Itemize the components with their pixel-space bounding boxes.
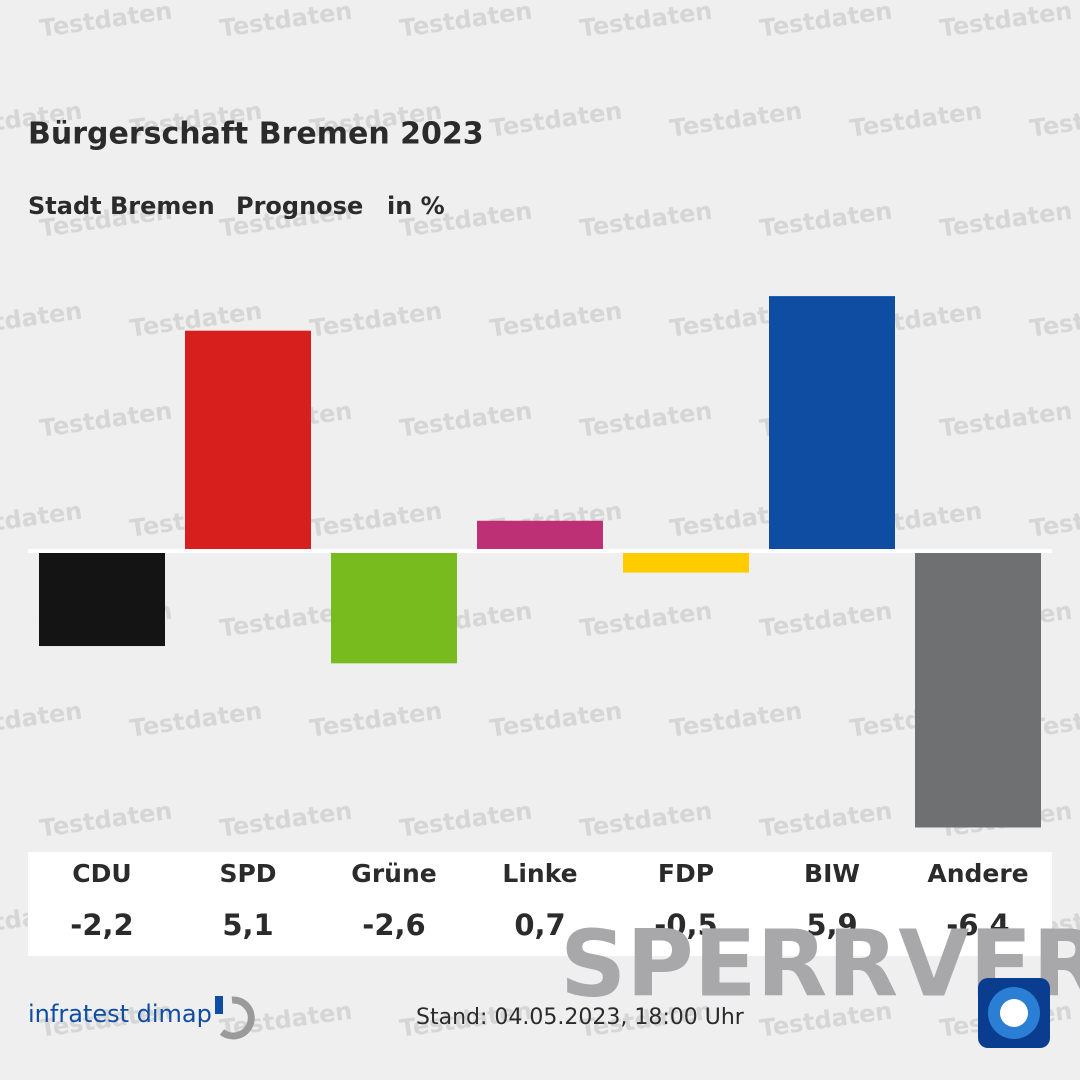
subtitle: Prognose <box>236 192 363 220</box>
watermark: Testdaten <box>308 497 444 543</box>
subtitle: in % <box>387 192 445 220</box>
watermark: Testdaten <box>128 697 264 743</box>
watermark: Testdaten <box>488 297 624 343</box>
watermark: Testdaten <box>308 297 444 343</box>
watermark: Testdaten <box>0 297 84 343</box>
watermark: Testdaten <box>578 197 714 243</box>
watermark: Testdaten <box>398 797 534 843</box>
watermark: Testdaten <box>758 0 894 43</box>
watermark: Testdaten <box>848 97 984 143</box>
watermark: Testdaten <box>38 797 174 843</box>
bar <box>769 296 895 551</box>
label-panel <box>28 852 1052 956</box>
value-label: -2,6 <box>362 908 425 942</box>
watermark: Testdaten <box>938 197 1074 243</box>
watermark: Testdaten <box>758 797 894 843</box>
watermark: Testdaten <box>578 797 714 843</box>
value-label: -2,2 <box>70 908 133 942</box>
category-label: BIW <box>804 859 860 888</box>
bar <box>185 330 311 551</box>
watermark: Testdaten <box>1028 497 1080 543</box>
watermark: Testdaten <box>758 197 894 243</box>
watermark: Testdaten <box>218 797 354 843</box>
watermark: Testdaten <box>758 597 894 643</box>
watermark: Testdaten <box>668 697 804 743</box>
watermark: Testdaten <box>488 697 624 743</box>
watermark: Testdaten <box>668 97 804 143</box>
watermark: Testdaten <box>938 397 1074 443</box>
watermark: Testdaten <box>578 0 714 43</box>
category-label: FDP <box>658 859 714 888</box>
watermark: Testdaten <box>398 397 534 443</box>
bar <box>331 551 457 664</box>
bar <box>39 551 165 647</box>
value-label: 5,1 <box>222 908 273 942</box>
timestamp: Stand: 04.05.2023, 18:00 Uhr <box>416 1005 745 1030</box>
source-logo <box>215 996 255 1040</box>
watermark: Testdaten <box>1028 97 1080 143</box>
value-label: 0,7 <box>514 908 565 942</box>
value-label: -0,5 <box>654 908 717 942</box>
watermark: Testdaten <box>578 597 714 643</box>
bar <box>623 551 749 573</box>
bar <box>477 520 603 551</box>
category-label: Andere <box>927 859 1028 888</box>
watermark: Testdaten <box>218 0 354 43</box>
category-label: Grüne <box>351 859 436 888</box>
watermark: Testdaten <box>488 97 624 143</box>
watermark: Testdaten <box>38 397 174 443</box>
bars <box>28 296 1052 828</box>
watermark: Testdaten <box>38 0 174 43</box>
category-label: Linke <box>502 859 577 888</box>
watermark: Testdaten <box>308 697 444 743</box>
watermark: Testdaten <box>398 0 534 43</box>
bar <box>915 551 1041 828</box>
watermark: Testdaten <box>1028 297 1080 343</box>
value-label: 5,9 <box>806 908 857 942</box>
watermark: Testdaten <box>938 0 1074 43</box>
watermark: Testdaten <box>0 497 84 543</box>
category-label: CDU <box>72 859 131 888</box>
chart-title: Bürgerschaft Bremen 2023 <box>28 117 484 152</box>
broadcaster-logo <box>978 978 1050 1048</box>
watermark: Testdaten <box>578 397 714 443</box>
category-label: SPD <box>219 859 276 888</box>
watermark: Testdaten <box>0 697 84 743</box>
labels: CDU -2,2 SPD 5,1 Grüne -2,6 Linke 0,7 FDP -0,5 BIW… <box>70 859 1028 942</box>
value-label: -6,4 <box>946 908 1009 942</box>
source: infratest dimap <box>28 1000 212 1028</box>
subtitle: Stadt Bremen <box>28 192 215 220</box>
